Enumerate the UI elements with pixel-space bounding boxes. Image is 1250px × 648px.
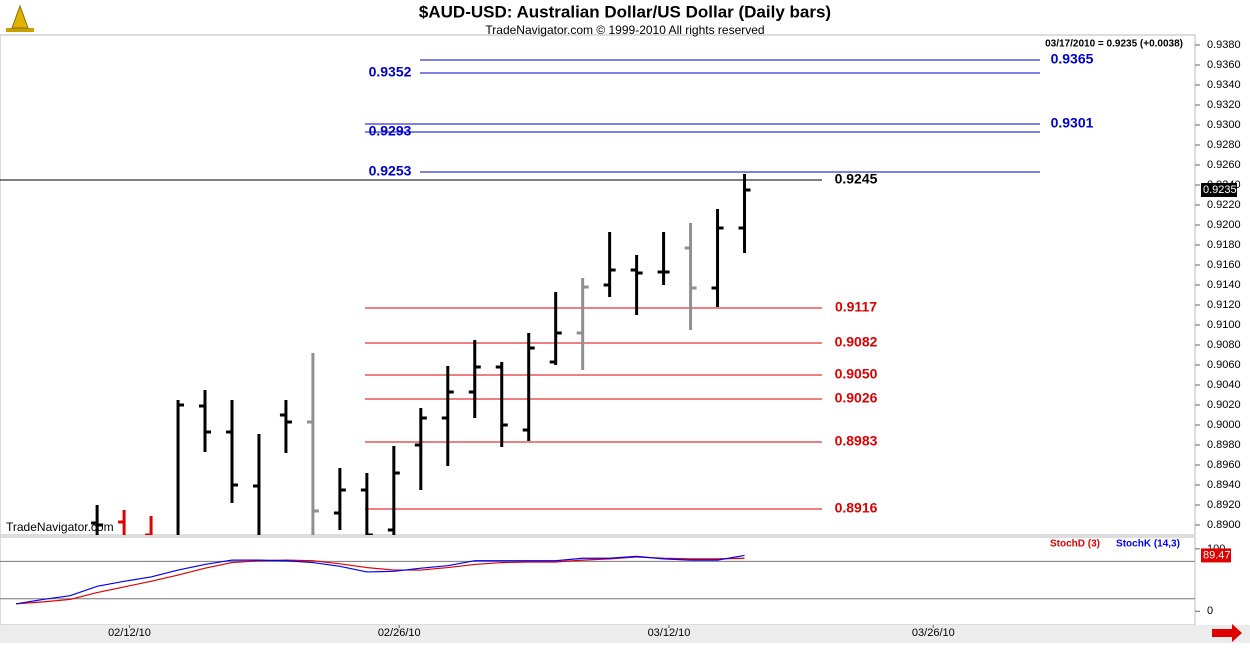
y-tick-label: 0.9020 <box>1207 399 1241 411</box>
legend-entry: StochK (14,3) <box>1116 539 1180 550</box>
level-label: 0.9365 <box>1051 51 1094 67</box>
chart-subtitle: TradeNavigator.com © 1999-2010 All right… <box>485 23 764 37</box>
legend-entry: StochD (3) <box>1050 539 1100 550</box>
stoch-plot <box>0 554 1195 605</box>
y-tick-label: 0.9180 <box>1207 239 1241 251</box>
level-label: 0.9293 <box>369 123 412 139</box>
y-tick-label: 0.8940 <box>1207 479 1241 491</box>
price-plot <box>0 59 1040 535</box>
scroll-arrow[interactable] <box>1212 624 1242 642</box>
x-tick-label: 02/26/10 <box>378 627 421 639</box>
y-tick-label: 0.9340 <box>1207 79 1241 91</box>
chart-title: $AUD-USD: Australian Dollar/US Dollar (D… <box>419 2 831 21</box>
level-label: 0.9301 <box>1051 115 1094 131</box>
stoch-pane <box>0 536 1196 626</box>
level-label: 0.9050 <box>835 366 878 382</box>
x-tick-label: 02/12/10 <box>108 627 151 639</box>
y-tick-label: 0.9280 <box>1207 139 1241 151</box>
y-tick-label: 0.9200 <box>1207 219 1241 231</box>
axes: 0.8900 0.8920 0.8940 0.8960 0.8980 0.9000 0.90… <box>108 39 1241 639</box>
y-tick-label: 0.9360 <box>1207 59 1241 71</box>
y-tick-label: 0.8900 <box>1207 519 1241 531</box>
y-tick-label: 0.8960 <box>1207 459 1241 471</box>
y-tick-label: 0.8920 <box>1207 499 1241 511</box>
y-tick-label: 0.9000 <box>1207 419 1241 431</box>
y-tick-label: 0.9120 <box>1207 299 1241 311</box>
y-tick-label: 0 <box>1207 605 1213 617</box>
y-tick-label: 0.9080 <box>1207 339 1241 351</box>
level-label: 0.8916 <box>835 500 878 516</box>
level-label: 0.8983 <box>835 433 878 449</box>
level-label: 0.9082 <box>835 334 878 350</box>
y-tick-label: 0.9160 <box>1207 259 1241 271</box>
x-tick-label: 03/26/10 <box>912 627 955 639</box>
y-tick-label: 0.9220 <box>1207 199 1241 211</box>
last-value-box <box>1201 548 1231 563</box>
stoch-line <box>16 554 745 605</box>
x-axis-strip <box>0 625 1250 643</box>
level-label: 0.9352 <box>369 64 412 80</box>
last-value-label: 89.47 <box>1203 549 1231 561</box>
y-tick-label: 0.9380 <box>1207 39 1241 51</box>
price-pane <box>0 34 1196 536</box>
y-tick-label: 0.9140 <box>1207 279 1241 291</box>
last-price-box <box>1201 183 1237 197</box>
y-tick-label: 0.9260 <box>1207 159 1241 171</box>
level-label: 0.9026 <box>835 390 878 406</box>
y-tick-label: 0.9060 <box>1207 359 1241 371</box>
watermark: TradeNavigator.com <box>6 520 114 534</box>
y-tick-label: 0.9040 <box>1207 379 1241 391</box>
logo <box>6 4 34 32</box>
stoch-line <box>16 556 745 605</box>
y-tick-label: 0.9100 <box>1207 319 1241 331</box>
level-label: 0.9245 <box>835 171 878 187</box>
x-tick-label: 03/12/10 <box>648 627 691 639</box>
y-tick-label: 0.9300 <box>1207 119 1241 131</box>
level-label: 0.9253 <box>369 163 412 179</box>
last-price-label: 0.9235 <box>1203 184 1237 196</box>
y-tick-label: 0.9320 <box>1207 99 1241 111</box>
level-label: 0.9117 <box>835 299 877 315</box>
y-tick-label: 0.8980 <box>1207 439 1241 451</box>
quote-header: 03/17/2010 = 0.9235 (+0.0038) <box>1045 39 1183 50</box>
